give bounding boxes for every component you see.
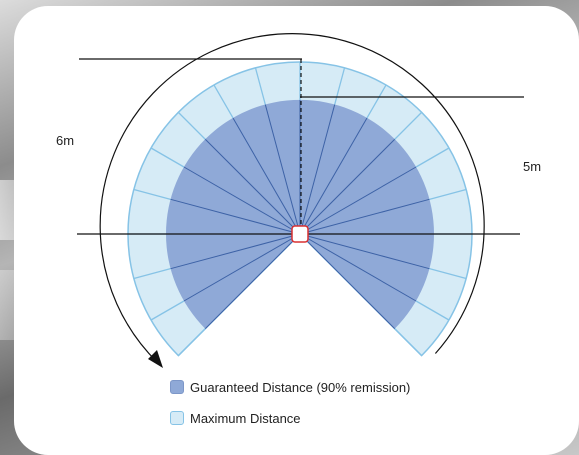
segment-line-outer [177,111,206,140]
segment-line-inner [299,233,417,302]
segment-line-inner [264,104,301,235]
segment-line-inner [170,198,301,235]
segment-line-inner [183,233,301,302]
segment-line-outer [334,67,346,105]
segment-line-inner [204,138,301,235]
scan-segments [128,62,472,357]
segment-line-inner [299,166,417,235]
segment-line-inner [170,233,301,270]
segment-line-inner [204,233,301,330]
segment-line-outer [415,147,450,168]
segment-line-outer [429,268,467,280]
segment-line-inner [299,138,396,235]
segment-line-inner [232,117,301,235]
arc-arrowhead [148,350,163,368]
maximum-swatch [170,411,184,425]
segment-line-inner [299,233,396,330]
range-label-5m: 5m [523,159,542,174]
range-label-6m: 6m [56,133,75,148]
segment-line-inner [299,104,336,235]
segment-line-inner [299,198,430,235]
segment-line-outer [415,300,450,321]
segment-line-inner [299,233,430,270]
segment-line-outer [394,111,423,140]
legend: Guaranteed Distance (90% remission) Maxi… [170,378,410,440]
legend-item-guaranteed: Guaranteed Distance (90% remission) [170,378,410,396]
segment-line-outer [366,84,387,119]
segment-line-outer [177,328,206,357]
segment-line-outer [150,147,185,168]
segment-line-outer [150,300,185,321]
segment-line-outer [254,67,266,105]
segment-line-inner [299,117,368,235]
legend-label-maximum: Maximum Distance [190,410,301,426]
range-arc [99,33,485,363]
segment-line-inner [183,166,301,235]
sensor-icon [291,225,309,243]
segment-line-outer [213,84,234,119]
segment-line-outer [429,188,467,200]
guaranteed-swatch [170,380,184,394]
legend-item-maximum: Maximum Distance [170,409,410,427]
segment-line-outer [133,268,171,280]
legend-label-guaranteed: Guaranteed Distance (90% remission) [190,379,411,395]
segment-line-outer [133,188,171,200]
segment-line-outer [394,328,423,357]
